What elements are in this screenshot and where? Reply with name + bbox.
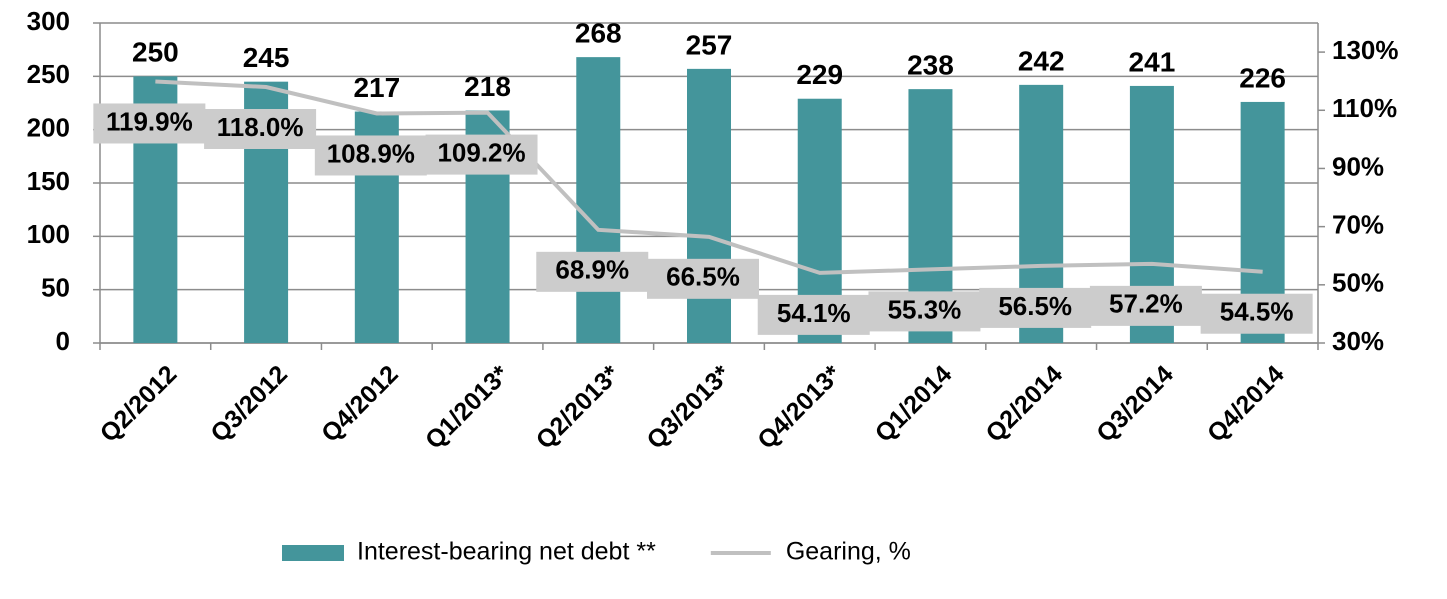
line-value-label: 56.5% <box>979 287 1092 328</box>
line-value-text: 68.9% <box>555 255 629 285</box>
x-tick-label: Q4/2012 <box>316 360 404 448</box>
y2-tick-label: 30% <box>1332 326 1384 356</box>
legend-label: Interest-bearing net debt ** <box>357 538 656 566</box>
line-value-label: 55.3% <box>868 291 981 332</box>
line-value-label: 118.0% <box>204 109 317 149</box>
label-box <box>757 294 870 335</box>
x-tick-label: Q3/2012 <box>205 360 293 448</box>
bar-value-label: 268 <box>575 18 622 49</box>
legend-label: Gearing, % <box>786 538 911 566</box>
label-box <box>1089 285 1202 326</box>
x-tick-label: Q2/2014 <box>980 360 1068 448</box>
bar-value-label: 242 <box>1018 45 1065 76</box>
bar-value-label: 238 <box>907 50 954 81</box>
bar-value-label: 229 <box>796 59 843 90</box>
bar-value-label: 241 <box>1129 46 1176 77</box>
y-tick-label: 150 <box>27 166 70 196</box>
x-tick-label: Q3/2014 <box>1091 360 1179 448</box>
bar-value-label: 226 <box>1239 62 1286 93</box>
line-value-text: 118.0% <box>217 112 304 142</box>
y2-tick-label: 110% <box>1332 93 1397 123</box>
line-value-label: 54.1% <box>757 294 870 335</box>
bar-value-label: 245 <box>243 42 290 73</box>
line-value-text: 55.3% <box>888 294 962 324</box>
label-box <box>868 291 981 332</box>
bar-value-label: 218 <box>464 71 511 102</box>
bar <box>576 57 621 344</box>
line-value-text: 56.5% <box>998 291 1072 321</box>
line-value-label: 54.5% <box>1200 293 1313 334</box>
label-box <box>314 135 427 176</box>
y-tick-label: 50 <box>41 273 70 303</box>
x-tick-label: Q2/2012 <box>95 360 183 448</box>
bar-value-label: 217 <box>353 72 400 103</box>
y-tick-label: 0 <box>56 326 70 356</box>
label-box <box>536 251 649 292</box>
y2-tick-label: 70% <box>1332 210 1384 240</box>
y-tick-label: 100 <box>27 219 70 249</box>
label-box <box>425 134 538 175</box>
y-tick-label: 250 <box>27 59 70 89</box>
x-tick-label: Q1/2013* <box>420 360 515 455</box>
bar-value-label: 250 <box>132 37 179 68</box>
line-value-text: 109.2% <box>437 137 525 167</box>
line-value-label: 68.9% <box>536 251 649 292</box>
y2-tick-label: 130% <box>1332 35 1399 65</box>
legend-swatch <box>282 545 344 561</box>
line-value-text: 57.2% <box>1109 289 1183 319</box>
x-tick-label: Q4/2014 <box>1202 360 1290 448</box>
y-tick-label: 200 <box>27 113 70 143</box>
y2-tick-label: 90% <box>1332 151 1384 181</box>
x-tick-label: Q2/2013* <box>531 360 626 455</box>
y-tick-label: 300 <box>27 6 70 36</box>
label-box <box>647 258 759 299</box>
x-tick-label: Q4/2013* <box>752 360 847 455</box>
line-value-text: 119.9% <box>106 106 193 136</box>
line-value-label: 109.2% <box>425 134 538 175</box>
y2-tick-label: 50% <box>1332 268 1384 298</box>
line-value-text: 66.5% <box>666 262 740 292</box>
line <box>155 79 1263 275</box>
x-tick-label: Q1/2014 <box>870 360 958 448</box>
bar-value-label: 257 <box>686 29 733 60</box>
bar <box>687 68 731 343</box>
label-box <box>1200 293 1313 334</box>
label-box <box>979 287 1092 328</box>
line-value-label: 119.9% <box>93 103 206 144</box>
x-tick-label: Q3/2013* <box>641 360 736 455</box>
line-value-text: 54.5% <box>1220 297 1294 327</box>
line-value-label: 66.5% <box>647 258 759 299</box>
label-box <box>93 103 206 144</box>
line-value-label: 108.9% <box>314 135 427 176</box>
line-value-label: 57.2% <box>1089 285 1202 326</box>
label-box <box>204 109 317 149</box>
line-value-text: 54.1% <box>777 298 851 328</box>
line-value-text: 108.9% <box>327 138 415 168</box>
